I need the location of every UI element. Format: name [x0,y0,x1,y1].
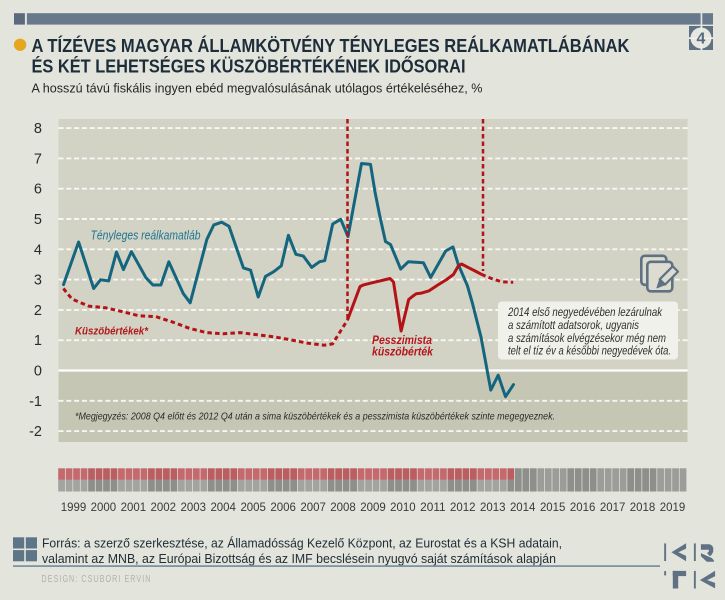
svg-text:3: 3 [34,273,42,289]
svg-text:DESIGN: CSUBORI ERVIN: DESIGN: CSUBORI ERVIN [42,574,152,585]
svg-text:küszöbérték: küszöbérték [372,345,434,359]
svg-text:2018: 2018 [630,500,656,514]
svg-text:A hosszú távú fiskális ingyen: A hosszú távú fiskális ingyen ebéd megva… [32,81,483,96]
svg-text:Küszöbértékek*: Küszöbértékek* [75,326,149,338]
svg-text:2000: 2000 [91,500,117,514]
svg-text:2002: 2002 [151,500,177,514]
svg-text:2013: 2013 [480,500,506,514]
svg-text:2010: 2010 [390,500,416,514]
svg-text:-1: -1 [29,394,42,410]
svg-text:a számítások elvégzésekor még: a számítások elvégzésekor még nem [508,333,666,345]
svg-text:2007: 2007 [300,500,326,514]
svg-text:2012: 2012 [450,500,476,514]
svg-text:*Megjegyzés: 2008 Q4 előtt és: *Megjegyzés: 2008 Q4 előtt és 2012 Q4 ut… [75,412,555,423]
svg-text:2019: 2019 [660,500,686,514]
svg-text:valamint az MNB, az Európai Bi: valamint az MNB, az Európai Bizottság és… [42,551,556,566]
svg-text:2011: 2011 [420,500,446,514]
svg-text:2017: 2017 [600,500,626,514]
svg-text:2005: 2005 [240,500,266,514]
svg-text:4: 4 [697,31,706,48]
svg-text:6: 6 [34,182,42,198]
svg-text:2014 első negyedévében lezárul: 2014 első negyedévében lezárulnak [507,307,663,319]
svg-text:2001: 2001 [121,500,147,514]
svg-text:5: 5 [34,212,42,228]
svg-text:a számított adatsorok, ugyanis: a számított adatsorok, ugyanis [508,320,639,332]
svg-text:2015: 2015 [540,500,566,514]
svg-text:2004: 2004 [210,500,236,514]
svg-text:2016: 2016 [570,500,596,514]
svg-text:Tényleges reálkamatláb: Tényleges reálkamatláb [91,229,201,243]
svg-text:ÉS KÉT LEHETSÉGES KÜSZÖBÉRTÉKÉ: ÉS KÉT LEHETSÉGES KÜSZÖBÉRTÉKÉNEK IDŐSOR… [32,56,466,77]
svg-text:1999: 1999 [61,500,87,514]
svg-text:A TÍZÉVES MAGYAR ÁLLAMKÖTVÉNY: A TÍZÉVES MAGYAR ÁLLAMKÖTVÉNY TÉNYLEGES … [32,35,630,56]
svg-text:Pesszimista: Pesszimista [372,333,432,347]
svg-text:telt el tíz év a későbbi negye: telt el tíz év a későbbi negyedévek óta. [508,346,671,358]
svg-text:-2: -2 [29,424,42,440]
svg-text:2003: 2003 [181,500,207,514]
svg-text:2008: 2008 [330,500,356,514]
svg-text:4: 4 [34,242,42,258]
svg-text:2009: 2009 [360,500,386,514]
svg-text:7: 7 [34,151,42,167]
svg-text:Forrás: a szerző szerkesztése,: Forrás: a szerző szerkesztése, az Állama… [42,536,562,551]
svg-text:0: 0 [34,364,42,380]
svg-text:8: 8 [34,121,42,137]
svg-text:2014: 2014 [510,500,536,514]
svg-text:2: 2 [34,303,42,319]
svg-text:2006: 2006 [270,500,296,514]
svg-text:1: 1 [34,333,42,349]
